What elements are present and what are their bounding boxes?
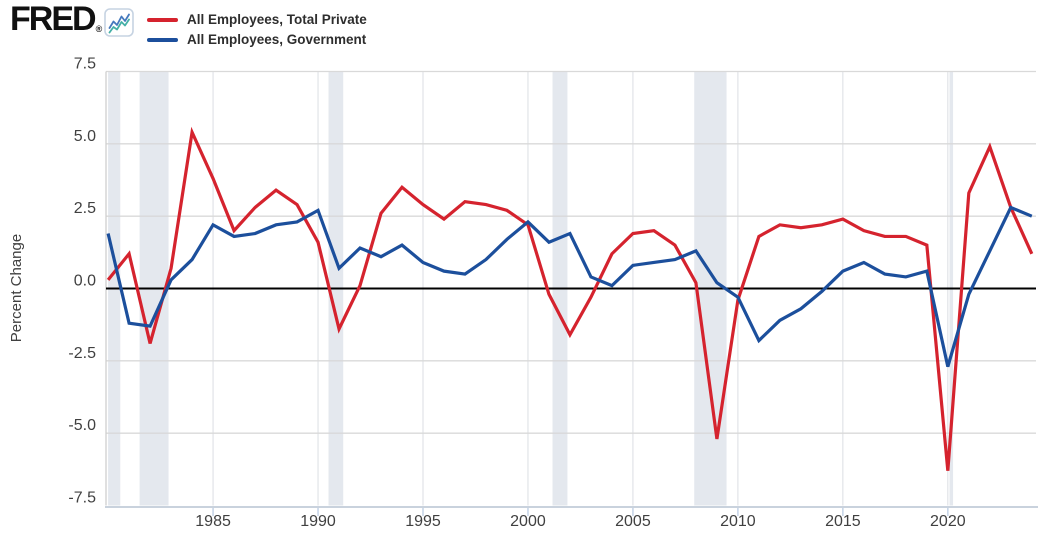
x-tick-label: 2010	[720, 513, 756, 530]
x-tick-label: 1995	[405, 513, 441, 530]
legend-item-total-private: All Employees, Total Private	[147, 10, 367, 30]
line-chart-icon	[104, 8, 134, 37]
legend-label-government: All Employees, Government	[187, 32, 367, 47]
y-tick-label: 2.5	[74, 200, 96, 217]
x-tick-label: 2005	[615, 513, 651, 530]
x-tick-label: 1990	[300, 513, 336, 530]
legend-label-total-private: All Employees, Total Private	[187, 12, 367, 27]
y-tick-label: -7.5	[68, 490, 96, 507]
y-tick-label: -5.0	[68, 417, 96, 434]
y-tick-label: -2.5	[68, 345, 96, 362]
series-line-total-private	[106, 126, 1034, 471]
legend-swatch-government	[147, 38, 178, 42]
legend-swatch-total-private	[147, 18, 178, 22]
series-line-government	[106, 205, 1033, 368]
x-tick-label: 2020	[930, 513, 966, 530]
x-tick-label: 1985	[195, 513, 231, 530]
x-tick-label: 2000	[510, 513, 546, 530]
x-tick-label: 2015	[825, 513, 861, 530]
y-tick-label: 7.5	[74, 56, 96, 73]
legend: All Employees, Total Private All Employe…	[147, 10, 367, 50]
y-tick-label: 5.0	[74, 128, 96, 145]
registered-trademark: ®	[95, 24, 103, 34]
y-tick-label: 0.0	[74, 273, 96, 290]
legend-item-government: All Employees, Government	[147, 30, 367, 50]
fred-logo-text: FRED	[10, 0, 97, 38]
y-axis-title: Percent Change	[8, 234, 25, 342]
fred-logo: FRED®	[10, 0, 103, 43]
